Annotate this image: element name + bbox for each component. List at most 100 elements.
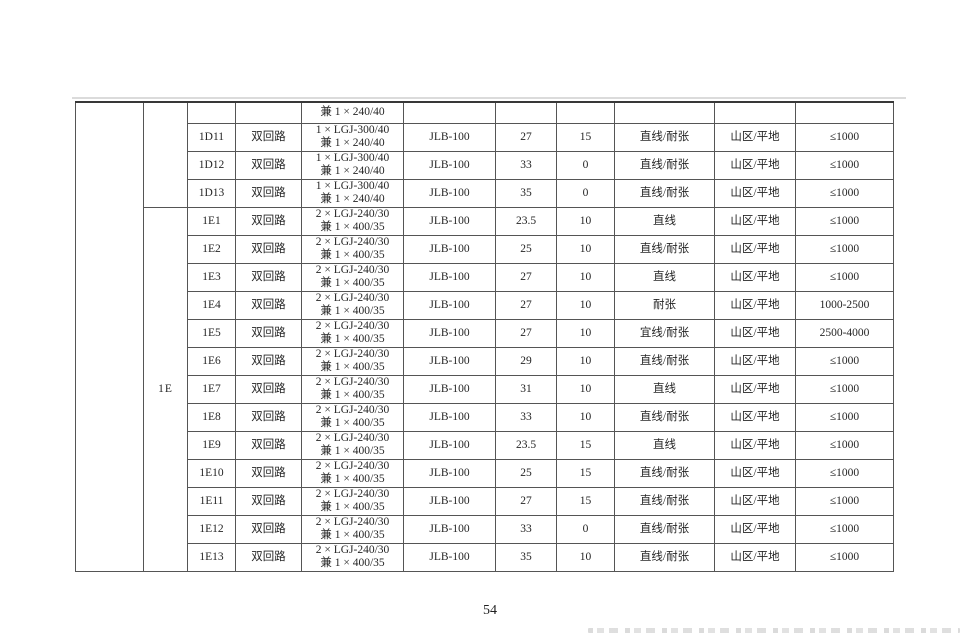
value1-cell: 29 [495,346,557,376]
value1-cell: 27 [495,486,557,516]
value1-cell: 25 [495,458,557,488]
table-row: 1E4 双回路 2 × LGJ-240/30 兼 1 × 400/35 JLB-100 2… [76,290,894,320]
value1-cell: 27 [495,318,557,348]
tower-type-cell: 直线 [614,262,715,292]
circuit-cell: 双回路 [235,458,302,488]
conductor-cell: 2 × LGJ-240/30 兼 1 × 400/35 [301,402,404,432]
circuit-cell: 双回路 [235,374,302,404]
conductor-spec: 1 × LGJ-300/40 兼 1 × 240/40 [315,180,390,205]
table-row: 1E 1E1 双回路 2 × LGJ-240/30 兼 1 × 400/35 JLB-10… [76,206,894,572]
model-cell: JLB-100 [403,206,496,236]
circuit-cell: 双回路 [235,542,302,572]
row-id-cell: 1E4 [187,290,236,320]
model-cell: JLB-100 [403,178,496,208]
row-id-cell: 1D13 [187,178,236,208]
table-row: 1E5 双回路 2 × LGJ-240/30 兼 1 × 400/35 JLB-100 2… [76,318,894,348]
value1-cell: 23.5 [495,430,557,460]
terrain-cell: 山区/平地 [714,290,796,320]
terrain-cell: 山区/平地 [714,234,796,264]
conductor-spec: 2 × LGJ-240/30 兼 1 × 400/35 [315,460,390,485]
conductor-cell: 2 × LGJ-240/30 兼 1 × 400/35 [301,206,404,236]
model-cell [403,101,496,124]
value1-cell: 23.5 [495,206,557,236]
conductor-cell: 1 × LGJ-300/40 兼 1 × 240/40 [301,150,404,180]
row-id-cell: 1E8 [187,402,236,432]
model-cell: JLB-100 [403,122,496,152]
circuit-cell: 双回路 [235,178,302,208]
value1-cell: 25 [495,234,557,264]
terrain-cell: 山区/平地 [714,318,796,348]
row-id-cell: 1E7 [187,374,236,404]
row-id-cell: 1E11 [187,486,236,516]
range-cell: ≤1000 [795,150,894,180]
table-row: 1D11 双回路 1 × LGJ-300/40 兼 1 × 240/40 JLB-100… [76,122,894,152]
range-cell: ≤1000 [795,542,894,572]
value2-cell: 10 [556,402,615,432]
circuit-cell: 双回路 [235,346,302,376]
conductor-spec: 2 × LGJ-240/30 兼 1 × 400/35 [315,320,390,345]
tower-type-cell: 直线/耐张 [614,542,715,572]
terrain-cell: 山区/平地 [714,346,796,376]
conductor-spec: 2 × LGJ-240/30 兼 1 × 400/35 [315,292,390,317]
value1-cell: 33 [495,514,557,544]
tower-type-cell: 直线 [614,430,715,460]
value2-cell: 10 [556,290,615,320]
terrain-cell: 山区/平地 [714,458,796,488]
circuit-cell: 双回路 [235,122,302,152]
value2-cell: 15 [556,486,615,516]
conductor-cell: 兼 1 × 240/40 [301,101,404,124]
row-id-cell: 1D12 [187,150,236,180]
range-cell [795,101,894,124]
cutoff-text-artifact [588,628,960,633]
circuit-cell: 双回路 [235,206,302,236]
continuation-table: 兼 1 × 240/40 1D11 双回路 1 × LGJ-300/40 兼 1 × 2… [75,101,894,572]
circuit-cell: 双回路 [235,290,302,320]
value1-cell: 27 [495,290,557,320]
group-label-cell [143,101,188,208]
range-cell: ≤1000 [795,206,894,236]
tower-type-cell: 直线/耐张 [614,486,715,516]
conductor-cell: 2 × LGJ-240/30 兼 1 × 400/35 [301,486,404,516]
table-body: 兼 1 × 240/40 1D11 双回路 1 × LGJ-300/40 兼 1 × 2… [75,101,894,572]
conductor-cell: 2 × LGJ-240/30 兼 1 × 400/35 [301,514,404,544]
value1-cell: 27 [495,122,557,152]
terrain-cell: 山区/平地 [714,150,796,180]
conductor-cell: 2 × LGJ-240/30 兼 1 × 400/35 [301,430,404,460]
conductor-spec: 2 × LGJ-240/30 兼 1 × 400/35 [315,488,390,513]
conductor-spec: 1 × LGJ-300/40 兼 1 × 240/40 [315,152,390,177]
model-cell: JLB-100 [403,374,496,404]
value2-cell: 0 [556,150,615,180]
table-row: 兼 1 × 240/40 [75,101,894,572]
conductor-cell: 2 × LGJ-240/30 兼 1 × 400/35 [301,346,404,376]
conductor-spec: 2 × LGJ-240/30 兼 1 × 400/35 [315,264,390,289]
range-cell: ≤1000 [795,486,894,516]
row-id-cell: 1E12 [187,514,236,544]
row-id-cell: 1D11 [187,122,236,152]
tower-type-cell: 宜线/耐张 [614,318,715,348]
table-row: 1E12 双回路 2 × LGJ-240/30 兼 1 × 400/35 JLB-100… [76,514,894,544]
conductor-spec: 2 × LGJ-240/30 兼 1 × 400/35 [315,376,390,401]
circuit-cell: 双回路 [235,150,302,180]
value2-cell: 0 [556,178,615,208]
circuit-cell [235,101,302,124]
conductor-spec: 2 × LGJ-240/30 兼 1 × 400/35 [315,544,390,569]
range-cell: ≤1000 [795,514,894,544]
table-row: 1E8 双回路 2 × LGJ-240/30 兼 1 × 400/35 JLB-100 3… [76,402,894,432]
value2-cell: 10 [556,374,615,404]
value2-cell [556,101,615,124]
value2-cell: 15 [556,122,615,152]
terrain-cell: 山区/平地 [714,206,796,236]
tower-type-cell: 直线/耐张 [614,346,715,376]
table-row: 1E2 双回路 2 × LGJ-240/30 兼 1 × 400/35 JLB-100 2… [76,234,894,264]
tower-type-cell: 耐张 [614,290,715,320]
tower-type-cell: 直线 [614,206,715,236]
tower-type-cell: 直线/耐张 [614,402,715,432]
conductor-spec: 2 × LGJ-240/30 兼 1 × 400/35 [315,208,390,233]
row-id-cell [187,101,236,124]
tower-type-cell [614,101,715,124]
value1-cell: 27 [495,262,557,292]
table-row: 1E13 双回路 2 × LGJ-240/30 兼 1 × 400/35 JLB-100… [76,542,894,572]
value1-cell: 33 [495,402,557,432]
tower-type-cell: 直线 [614,374,715,404]
